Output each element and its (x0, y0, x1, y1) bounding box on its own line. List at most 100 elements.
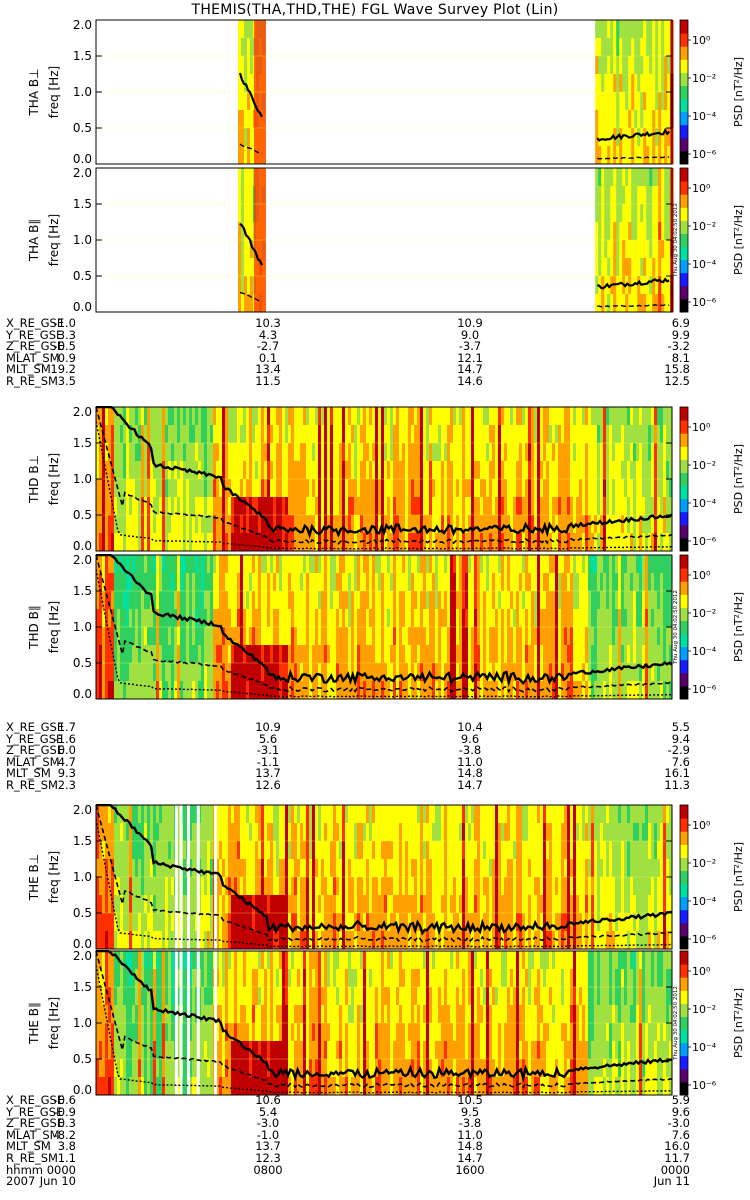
spectro-cell (315, 461, 319, 480)
spectro-cell (162, 645, 166, 664)
spectro-cell (378, 443, 382, 462)
spectro-cell (471, 555, 475, 574)
spectro-cell (429, 681, 433, 700)
spectro-cell (342, 895, 346, 914)
spectro-cell (309, 859, 313, 878)
spectro-cell (528, 627, 532, 646)
spectro-cell (141, 591, 145, 610)
spectro-cell (618, 425, 622, 444)
spectro-cell (612, 609, 616, 628)
spectro-cell (264, 443, 268, 462)
spectro-cell (537, 515, 541, 534)
spectro-cell (591, 443, 595, 462)
spectro-cell (285, 497, 289, 516)
spectro-cell (369, 591, 373, 610)
spectro-cell (261, 573, 265, 592)
spectro-cell (381, 823, 385, 842)
spectro-cell (249, 591, 253, 610)
spectro-cell (633, 479, 637, 498)
spectro-cell (664, 92, 668, 111)
spectro-cell (126, 805, 130, 824)
spectro-cell (408, 407, 412, 426)
spectro-cell (441, 805, 445, 824)
spectro-cell (652, 204, 656, 223)
spectro-cell (597, 627, 601, 646)
spectro-cell (649, 20, 653, 39)
spectro-cell (231, 425, 235, 444)
spectro-cell (654, 627, 658, 646)
spectro-cell (336, 573, 340, 592)
spectro-cell (345, 497, 349, 516)
spectro-cell (483, 533, 487, 552)
spectro-cell (456, 461, 460, 480)
spectro-cell (297, 895, 301, 914)
spectro-cell (165, 443, 169, 462)
spectro-cell (426, 877, 430, 896)
spectro-cell (639, 609, 643, 628)
spectro-cell (138, 663, 142, 682)
spectro-cell (147, 425, 151, 444)
spectro-cell (570, 645, 574, 664)
spectro-cell (616, 20, 620, 39)
spectro-cell (324, 681, 328, 700)
spectro-cell (390, 573, 394, 592)
spectro-cell (612, 407, 616, 426)
spectro-cell (423, 877, 427, 896)
spectro-cell (426, 823, 430, 842)
spectro-cell (99, 533, 103, 552)
spectro-cell (357, 841, 361, 860)
spectro-cell (663, 591, 667, 610)
spectro-cell (477, 913, 481, 932)
spectro-cell (384, 859, 388, 878)
spectro-cell (663, 645, 667, 664)
spectro-cell (258, 895, 262, 914)
spectro-cell (456, 859, 460, 878)
spectro-cell (150, 479, 154, 498)
spectro-cell (117, 627, 121, 646)
spectro-cell (165, 515, 169, 534)
spectro-cell (238, 20, 242, 39)
spectro-cell (189, 425, 193, 444)
spectro-cell (138, 461, 142, 480)
spectro-cell (249, 859, 253, 878)
spectro-cell (420, 407, 424, 426)
spectro-cell (375, 877, 379, 896)
spectro-cell (513, 573, 517, 592)
spectro-cell (462, 443, 466, 462)
spectro-cell (348, 627, 352, 646)
spectro-cell (210, 823, 214, 842)
spectro-cell (288, 461, 292, 480)
spectro-cell (321, 515, 325, 534)
spectro-cell (306, 573, 310, 592)
spectro-cell (339, 931, 343, 950)
spectro-cell (604, 20, 608, 39)
spectro-cell (558, 461, 562, 480)
spectro-cell (447, 645, 451, 664)
spectro-cell (153, 681, 157, 700)
spectro-cell (285, 663, 289, 682)
spectro-cell (375, 859, 379, 878)
spectro-cell (555, 533, 559, 552)
spectro-cell (570, 663, 574, 682)
spectro-cell (246, 533, 250, 552)
colorbar-swatch (680, 85, 688, 100)
spectro-cell (99, 931, 103, 950)
spectro-cell (669, 407, 673, 426)
spectro-cell (411, 805, 415, 824)
spectro-cell (216, 913, 220, 932)
spectro-cell (123, 877, 127, 896)
spectro-cell (616, 92, 620, 111)
spectro-cell (486, 663, 490, 682)
spectro-cell (610, 294, 614, 313)
spectro-cell (429, 609, 433, 628)
spectro-cell (384, 609, 388, 628)
spectro-cell (273, 497, 277, 516)
spectro-cell (225, 663, 229, 682)
spectro-cell (195, 895, 199, 914)
spectro-cell (519, 841, 523, 860)
spectro-cell (250, 146, 254, 165)
spectro-cell (327, 443, 331, 462)
spectro-cell (498, 913, 502, 932)
spectro-cell (649, 56, 653, 75)
spectro-cell (114, 877, 118, 896)
